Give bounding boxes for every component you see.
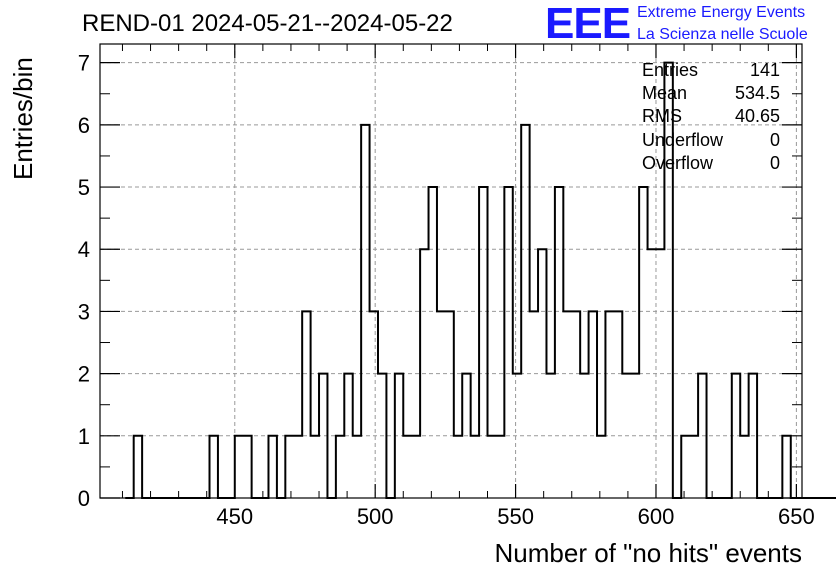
y-tick-label: 4 [78,237,90,262]
stat-entries: Entries 141 [642,60,780,83]
plot-frame [99,43,803,499]
axis-ticks [100,44,802,499]
y-tick-label: 6 [78,113,90,138]
stat-mean: Mean 534.5 [642,83,780,106]
chart-title: REND-01 2024-05-21--2024-05-22 [82,10,453,37]
y-axis-label: Entries/bin [8,57,38,180]
x-axis-label: Number of "no hits" events [494,538,803,568]
stat-label: Overflow [642,152,714,173]
x-tick-label: 550 [497,504,534,529]
x-tick-label: 450 [216,504,253,529]
stats-box: Entries 141 Mean 534.5 RMS 40.65 Underflow 0… [642,60,780,176]
y-tick-label: 2 [78,362,90,387]
stat-label: Underflow [642,129,724,150]
y-tick-label: 0 [78,486,90,511]
logo-line-1: Extreme Energy Events [637,4,806,21]
stat-underflow: Underflow 0 [642,130,780,153]
axis-tick-labels: 450 500 550 600 650 0 1 2 3 4 5 6 7 [78,51,815,529]
x-tick-label: 650 [778,504,815,529]
stat-value: 141 [749,60,780,80]
logo-line-2: La Scienza nelle Scuole [637,26,808,43]
eee-logo: EEE [545,0,631,48]
stat-label: RMS [642,106,682,127]
stat-label: Entries [642,60,699,80]
x-tick-label: 500 [357,504,394,529]
grid-lines [100,44,802,498]
stat-value: 0 [769,129,780,150]
y-tick-label: 5 [78,175,90,200]
stat-overflow: Overflow 0 [642,153,780,176]
y-tick-label: 7 [78,51,90,76]
stat-rms: RMS 40.65 [642,106,780,129]
histogram-step-line [125,61,836,499]
x-tick-label: 600 [638,504,675,529]
stat-value: 534.5 [734,83,780,104]
y-tick-label: 1 [78,424,90,449]
stat-value: 40.65 [734,106,780,127]
stat-value: 0 [769,152,780,173]
y-tick-label: 3 [78,299,90,324]
stat-label: Mean [642,83,688,104]
